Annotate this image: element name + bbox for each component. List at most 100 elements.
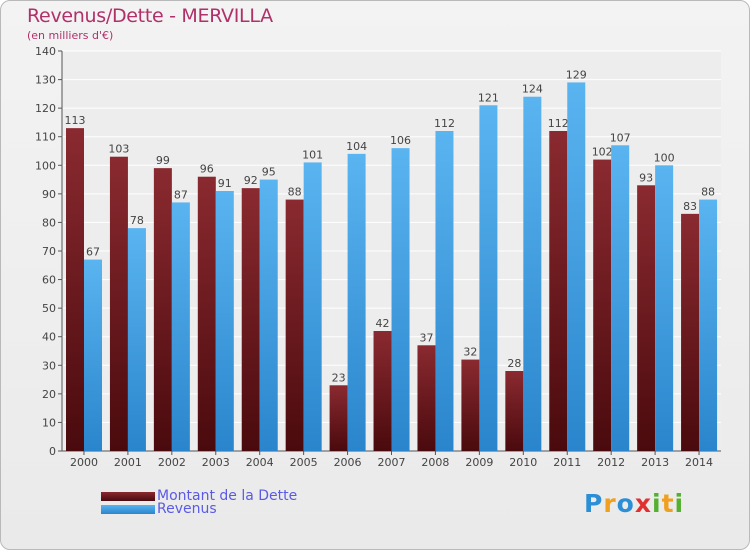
bar-revenue: [479, 105, 498, 452]
chart-title: Revenus/Dette - MERVILLA: [27, 5, 273, 27]
bar-revenue: [699, 199, 718, 451]
bar-revenue: [84, 259, 102, 451]
y-tick-label: 50: [42, 302, 56, 315]
data-label-revenue: 88: [701, 186, 715, 199]
data-label-debt: 102: [592, 146, 613, 159]
legend-swatch-revenue: [101, 504, 155, 514]
y-tick-label: 130: [35, 74, 56, 87]
x-tick-label: 2013: [641, 456, 669, 469]
bar-debt: [241, 188, 260, 451]
data-label-debt: 42: [376, 317, 390, 330]
bar-revenue: [171, 202, 190, 451]
data-label-debt: 28: [507, 357, 521, 370]
x-tick-label: 2011: [553, 456, 581, 469]
x-tick-label: 2008: [421, 456, 449, 469]
data-label-revenue: 87: [174, 188, 188, 201]
x-tick-label: 2002: [158, 456, 186, 469]
y-tick-label: 0: [49, 445, 56, 458]
y-tick-label: 20: [42, 388, 56, 401]
data-label-debt: 23: [332, 371, 346, 384]
bar-revenue: [567, 82, 586, 451]
y-tick-label: 80: [42, 216, 56, 229]
y-tick-label: 90: [42, 188, 56, 201]
data-label-revenue: 95: [262, 166, 276, 179]
legend-label-revenue: Revenus: [157, 501, 217, 517]
bar-debt: [153, 168, 172, 451]
data-label-revenue: 78: [130, 214, 144, 227]
data-label-revenue: 100: [654, 151, 675, 164]
bar-revenue: [303, 162, 322, 451]
y-tick-label: 10: [42, 416, 56, 429]
y-tick-label: 60: [42, 274, 56, 287]
y-tick-label: 30: [42, 359, 56, 372]
bar-revenue: [655, 165, 674, 452]
logo-letter: r: [603, 489, 617, 518]
bar-debt: [373, 331, 392, 451]
logo-letter: i: [652, 489, 662, 518]
x-tick-label: 2005: [290, 456, 318, 469]
bar-debt: [681, 213, 700, 451]
y-tick-label: 100: [35, 159, 56, 172]
y-tick-label: 40: [42, 331, 56, 344]
x-tick-label: 2004: [246, 456, 274, 469]
bar-revenue: [391, 148, 410, 451]
bar-revenue: [215, 191, 234, 451]
chart-subtitle: (en milliers d'€): [27, 29, 114, 42]
data-label-revenue: 104: [346, 140, 367, 153]
data-label-debt: 103: [108, 143, 129, 156]
x-tick-label: 2012: [597, 456, 625, 469]
legend-swatch-debt: [101, 491, 155, 501]
x-tick-label: 2009: [465, 456, 493, 469]
bar-revenue: [347, 153, 366, 451]
bar-debt: [329, 385, 348, 451]
bar-debt: [285, 199, 304, 451]
y-tick-label: 110: [35, 131, 56, 144]
bar-debt: [461, 359, 480, 451]
x-tick-label: 2010: [509, 456, 537, 469]
data-label-debt: 112: [548, 117, 569, 130]
bar-debt: [593, 159, 612, 452]
bar-debt: [417, 345, 436, 451]
y-tick-label: 120: [35, 102, 56, 115]
data-label-revenue: 91: [218, 177, 232, 190]
bar-debt: [197, 176, 216, 451]
x-tick-label: 2007: [378, 456, 406, 469]
data-label-debt: 113: [65, 114, 86, 127]
logo-letter: t: [661, 489, 675, 518]
legend-item-revenue: Revenus: [101, 501, 217, 517]
data-label-debt: 88: [288, 186, 302, 199]
legend-label-debt: Montant de la Dette: [157, 488, 298, 504]
x-tick-label: 2014: [685, 456, 713, 469]
data-label-debt: 32: [463, 346, 477, 359]
x-tick-label: 2000: [70, 456, 98, 469]
logo-letter: i: [674, 489, 685, 518]
bar-debt: [109, 156, 128, 451]
bar-debt: [505, 371, 524, 451]
proxiti-logo: Proxiti: [584, 489, 684, 518]
logo-letter: P: [584, 489, 604, 518]
bar-revenue: [523, 96, 542, 451]
data-label-debt: 96: [200, 163, 214, 176]
y-tick-label: 140: [35, 45, 56, 58]
bar-debt: [637, 185, 656, 452]
logo-letter: x: [634, 489, 652, 518]
y-tick-label: 70: [42, 245, 56, 258]
data-label-debt: 99: [156, 154, 170, 167]
x-tick-label: 2006: [334, 456, 362, 469]
data-label-revenue: 107: [610, 131, 631, 144]
legend-item-debt: Montant de la Dette: [101, 488, 297, 504]
x-tick-label: 2001: [114, 456, 142, 469]
bar-revenue: [611, 145, 630, 452]
data-label-revenue: 112: [434, 117, 455, 130]
x-tick-label: 2003: [202, 456, 230, 469]
data-label-revenue: 106: [390, 134, 411, 147]
logo-letter: o: [616, 489, 635, 518]
data-label-debt: 83: [683, 200, 697, 213]
data-label-debt: 93: [639, 171, 653, 184]
bar-revenue: [259, 179, 278, 452]
data-label-debt: 92: [244, 174, 258, 187]
data-label-debt: 37: [419, 331, 433, 344]
data-label-revenue: 129: [566, 68, 587, 81]
